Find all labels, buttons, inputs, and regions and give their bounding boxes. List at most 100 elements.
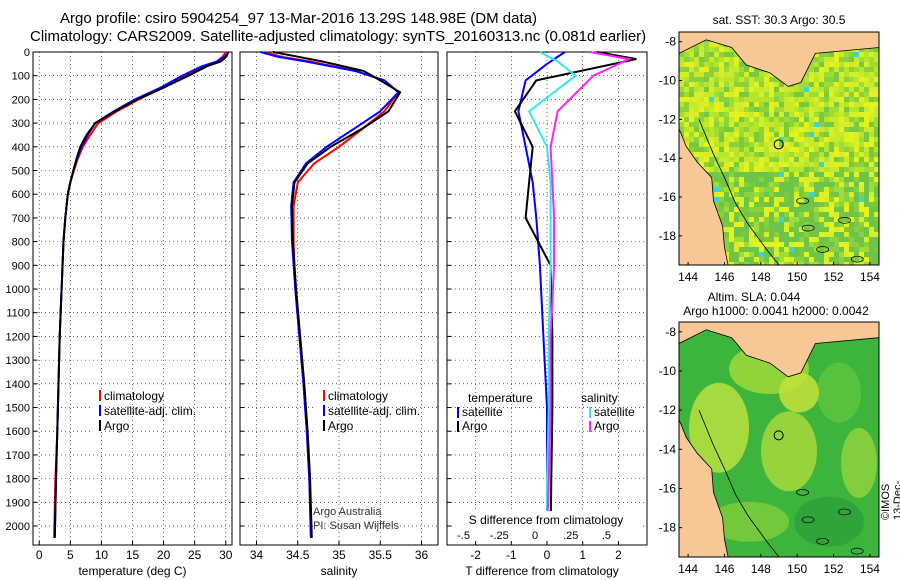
map-cell (859, 187, 864, 192)
map-cell (704, 137, 709, 142)
map-cell (844, 122, 849, 127)
map-cell (719, 202, 724, 207)
map-cell (854, 247, 859, 252)
map-cell (679, 62, 684, 67)
map-cell (804, 232, 809, 237)
map-cell (749, 92, 754, 97)
map-cell (809, 112, 814, 117)
map-cell (779, 182, 784, 187)
map-cell (864, 157, 869, 162)
map-cell (719, 77, 724, 82)
map-cell (804, 107, 809, 112)
map-cell (804, 162, 809, 167)
map-cell (869, 212, 874, 217)
map-cell (859, 227, 864, 232)
map-cell (774, 117, 779, 122)
map-cell (829, 62, 834, 67)
legend-title-salinity: salinity (581, 391, 618, 405)
map-cell (799, 147, 804, 152)
map-cell (764, 122, 769, 127)
map-cell (744, 237, 749, 242)
map-cell (859, 157, 864, 162)
map-lon-label: 146 (714, 270, 734, 284)
map-cell (734, 232, 739, 237)
map-cell (714, 107, 719, 112)
map-cell (684, 97, 689, 102)
map-cell (774, 202, 779, 207)
map-cell (789, 112, 794, 117)
map-cell (839, 192, 844, 197)
map-cell (724, 77, 729, 82)
map-cell (874, 262, 879, 265)
map-cell (809, 152, 814, 157)
map-cell (784, 242, 789, 247)
map-cell (719, 62, 724, 67)
map-cell (874, 192, 879, 197)
map-cell (779, 262, 784, 265)
map-cell (834, 67, 839, 72)
map-cell (824, 142, 829, 147)
map-cell (804, 92, 809, 97)
map-cell (839, 242, 844, 247)
x-tick-label: 0 (36, 548, 43, 562)
map-cell (859, 57, 864, 62)
map-cell (859, 112, 864, 117)
map-cell (769, 117, 774, 122)
map-cell (754, 257, 759, 262)
map-cell (734, 52, 739, 57)
map-cell (804, 112, 809, 117)
map-cell (854, 172, 859, 177)
map-cell (689, 92, 694, 97)
map-cell (744, 172, 749, 177)
map-cell (714, 57, 719, 62)
map-cell (834, 122, 839, 127)
map-cell (699, 72, 704, 77)
reef-contour (698, 409, 780, 557)
map-cell (789, 202, 794, 207)
map-cell (849, 77, 854, 82)
y-tick-label: 500 (12, 166, 30, 178)
map-cell (694, 47, 699, 52)
map-cell (684, 102, 689, 107)
map-cell (759, 177, 764, 182)
map-cell (839, 57, 844, 62)
map-cell (719, 137, 724, 142)
map-cell (754, 72, 759, 77)
map-cell (779, 92, 784, 97)
map-cell (819, 142, 824, 147)
series-line (513, 51, 637, 538)
map-cell (864, 82, 869, 87)
map-cell (869, 162, 874, 167)
map-cell (874, 92, 879, 97)
map-cell (714, 52, 719, 57)
map-cell (864, 62, 869, 67)
map-cell (819, 257, 824, 262)
map-cell (819, 72, 824, 77)
map-cell (854, 87, 859, 92)
map-cell (714, 137, 719, 142)
map-cell (784, 147, 789, 152)
map-cell (834, 177, 839, 182)
map-cell (739, 122, 744, 127)
map-cell (839, 97, 844, 102)
map-cell (774, 127, 779, 132)
map-cell (689, 82, 694, 87)
map-cell (729, 177, 734, 182)
map-cell (844, 187, 849, 192)
map-cell (819, 127, 824, 132)
map-cell (874, 232, 879, 237)
y-tick-label: 800 (12, 237, 30, 249)
map-cell (759, 237, 764, 242)
map-cell (859, 147, 864, 152)
map-cell (759, 137, 764, 142)
map-cell (744, 127, 749, 132)
map-cell (784, 217, 789, 222)
map-cell (814, 212, 819, 217)
map-cell (679, 102, 684, 107)
map-cell (809, 132, 814, 137)
map-cell (709, 127, 714, 132)
map-cell (844, 97, 849, 102)
map-cell (814, 137, 819, 142)
map-cell (799, 167, 804, 172)
map-cell (829, 107, 834, 112)
